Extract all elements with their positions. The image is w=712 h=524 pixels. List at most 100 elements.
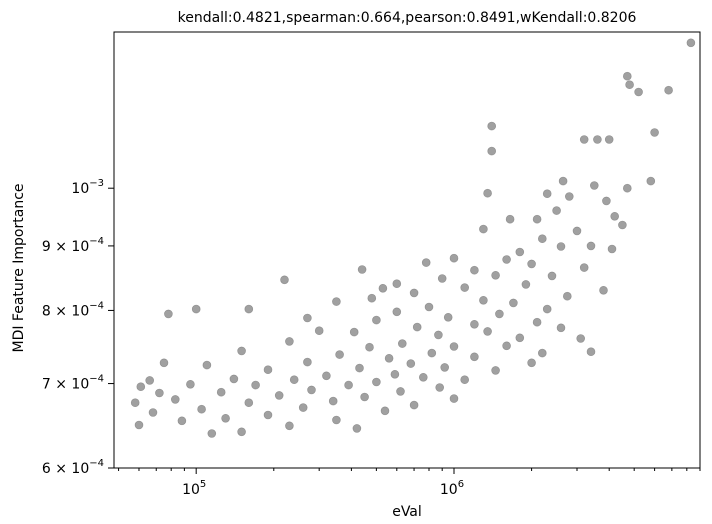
scatter-point	[479, 295, 488, 305]
scatter-point	[191, 304, 201, 314]
scatter-point	[406, 359, 416, 368]
x-tick-label: 105	[182, 479, 206, 498]
y-tick-label: 8 × 10−4	[42, 300, 104, 319]
scatter-point	[527, 358, 536, 368]
scatter-point	[460, 375, 470, 385]
scatter-point	[449, 394, 459, 403]
scatter-point	[409, 288, 419, 298]
scatter-point	[349, 327, 359, 337]
scatter-point	[378, 283, 388, 293]
scatter-point	[502, 255, 511, 264]
scatter-point	[443, 312, 453, 322]
scatter-point	[263, 365, 273, 375]
scatter-point	[449, 342, 459, 351]
scatter-point	[505, 214, 515, 224]
scatter-point	[491, 270, 500, 280]
scatter-point	[237, 346, 246, 356]
scatter-point	[285, 337, 294, 346]
scatter-point	[562, 291, 572, 301]
scatter-point	[384, 353, 394, 363]
scatter-point	[495, 309, 504, 319]
scatter-points	[130, 38, 696, 438]
scatter-point	[380, 406, 390, 416]
scatter-point	[537, 234, 547, 243]
scatter-point	[421, 258, 431, 267]
scatter-point	[392, 279, 402, 289]
scatter-point	[307, 385, 316, 395]
scatter-point	[352, 424, 362, 433]
scatter-point	[197, 404, 206, 414]
plot-frame	[113, 31, 701, 469]
scatter-point	[344, 380, 353, 390]
scatter-point	[397, 339, 407, 348]
x-axis-label: eVal	[392, 504, 422, 520]
scatter-point	[449, 253, 459, 263]
scatter-point	[360, 392, 369, 402]
scatter-point	[412, 322, 422, 332]
scatter-point	[625, 80, 634, 89]
scatter-point	[537, 348, 547, 358]
scatter-point	[424, 302, 434, 312]
scatter-point	[145, 376, 154, 385]
scatter-point	[298, 403, 308, 412]
scatter-point	[509, 298, 518, 308]
scatter-point	[335, 350, 344, 359]
scatter-point	[355, 363, 364, 373]
scatter-point	[618, 220, 627, 230]
scatter-point	[532, 317, 542, 327]
scatter-point	[202, 360, 212, 370]
y-tick-label: 9 × 10−4	[42, 236, 104, 255]
scatter-point	[586, 347, 596, 357]
x-tick-label: 106	[440, 479, 464, 498]
scatter-point	[532, 214, 542, 224]
scatter-point	[418, 372, 428, 382]
scatter-point	[542, 304, 552, 314]
scatter-point	[134, 420, 144, 430]
scatter-point	[483, 188, 492, 198]
scatter-point	[547, 271, 557, 281]
scatter-point	[634, 87, 643, 97]
scatter-point	[502, 341, 511, 351]
scatter-point	[650, 128, 659, 137]
scatter-point	[177, 416, 187, 426]
scatter-point	[589, 181, 599, 190]
scatter-point	[229, 374, 239, 384]
scatter-point	[604, 135, 614, 144]
y-axis-ticks: 6 × 10−4 7 × 10−4 8 × 10−4 9 × 10−4 10−3	[42, 178, 114, 477]
scatter-point	[159, 358, 169, 368]
scatter-point	[285, 421, 294, 431]
scatter-point	[556, 242, 566, 251]
scatter-point	[610, 212, 620, 221]
scatter-point	[576, 334, 586, 343]
scatter-point	[586, 241, 596, 251]
scatter-point	[521, 280, 531, 289]
scatter-point	[579, 135, 589, 144]
scatter-point	[392, 307, 402, 317]
scatter-point	[622, 183, 632, 193]
scatter-point	[216, 387, 226, 397]
scatter-point	[289, 375, 299, 385]
scatter-point	[515, 247, 525, 257]
scatter-point	[556, 323, 566, 333]
scatter-point	[487, 146, 497, 156]
scatter-point	[686, 38, 696, 48]
scatter-point	[237, 427, 246, 437]
scatter-point	[491, 366, 500, 375]
scatter-point	[409, 400, 419, 410]
scatter-point	[470, 319, 479, 329]
scatter-point	[186, 379, 195, 389]
y-axis-label: MDI Feature Importance	[11, 183, 27, 352]
scatter-point	[602, 196, 611, 206]
scatter-point	[572, 226, 582, 236]
scatter-point	[244, 398, 254, 408]
scatter-point	[322, 371, 331, 381]
scatter-point	[314, 326, 324, 336]
scatter-point	[427, 348, 437, 358]
scatter-point	[148, 408, 158, 417]
scatter-point	[164, 309, 173, 319]
scatter-point	[244, 304, 254, 314]
scatter-point	[664, 85, 673, 95]
scatter-point	[437, 274, 447, 283]
